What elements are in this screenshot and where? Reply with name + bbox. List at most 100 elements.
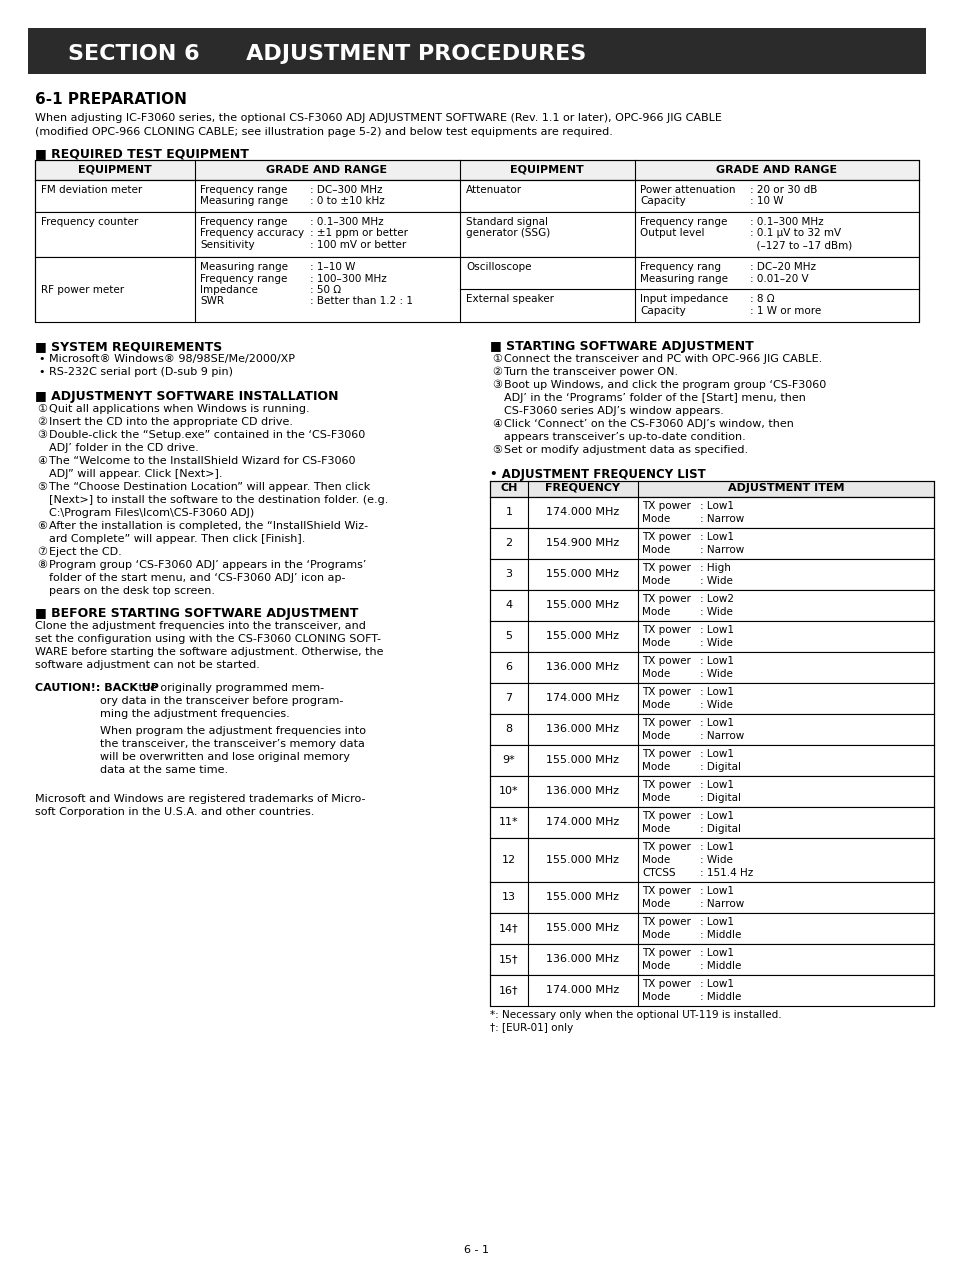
Bar [490, 806, 933, 838]
Text: the originally programmed mem-: the originally programmed mem- [135, 683, 324, 693]
Text: (modified OPC-966 CLONING CABLE; see illustration page 5-2) and below test equip: (modified OPC-966 CLONING CABLE; see ill… [35, 127, 612, 137]
Text: ory data in the transceiver before program-: ory data in the transceiver before progr… [100, 696, 343, 706]
Text: SWR: SWR [200, 296, 224, 307]
Text: : Digital: : Digital [700, 792, 740, 803]
Text: : Low1: : Low1 [700, 887, 733, 895]
Text: TX power: TX power [641, 625, 690, 635]
Text: EQUIPMENT: EQUIPMENT [78, 165, 152, 176]
Text: 11*: 11* [498, 817, 518, 827]
Text: Measuring range: Measuring range [200, 262, 288, 272]
Text: : 1 W or more: : 1 W or more [749, 305, 821, 315]
Text: : 100–300 MHz: : 100–300 MHz [310, 273, 386, 284]
Bar [35, 181, 918, 212]
Text: ⑥: ⑥ [37, 522, 47, 530]
Text: : 0.1–300 MHz: : 0.1–300 MHz [310, 218, 383, 226]
Text: 155.000 MHz: 155.000 MHz [546, 923, 618, 932]
Text: ③: ③ [492, 380, 501, 391]
Text: 6 - 1: 6 - 1 [464, 1245, 489, 1255]
Text: : Low2: : Low2 [700, 594, 733, 604]
Text: : 20 or 30 dB: : 20 or 30 dB [749, 184, 817, 195]
Text: Mode: Mode [641, 899, 670, 909]
Bar [490, 558, 933, 590]
Bar [490, 776, 933, 806]
Text: ④: ④ [492, 418, 501, 429]
Text: Input impedance: Input impedance [639, 294, 727, 304]
Text: 174.000 MHz: 174.000 MHz [546, 817, 619, 827]
Text: will be overwritten and lose original memory: will be overwritten and lose original me… [100, 752, 350, 762]
Text: data at the same time.: data at the same time. [100, 764, 228, 775]
Text: WARE before starting the software adjustment. Otherwise, the: WARE before starting the software adjust… [35, 647, 383, 658]
Text: : Low1: : Low1 [700, 749, 733, 759]
Text: CAUTION!: BACK UP: CAUTION!: BACK UP [35, 683, 159, 693]
Bar [35, 160, 918, 181]
Text: Frequency range: Frequency range [200, 184, 287, 195]
Text: : Low1: : Low1 [700, 917, 733, 927]
Text: The “Welcome to the InstallShield Wizard for CS-F3060: The “Welcome to the InstallShield Wizard… [49, 455, 355, 466]
Text: GRADE AND RANGE: GRADE AND RANGE [716, 165, 837, 176]
Text: ⑧: ⑧ [37, 560, 47, 570]
Text: generator (SSG): generator (SSG) [465, 229, 550, 239]
Text: ■ ADJUSTMENYT SOFTWARE INSTALLATION: ■ ADJUSTMENYT SOFTWARE INSTALLATION [35, 391, 338, 403]
Text: : 8 Ω: : 8 Ω [749, 294, 774, 304]
Text: : 0 to ±10 kHz: : 0 to ±10 kHz [310, 196, 384, 206]
Text: Mode: Mode [641, 669, 670, 679]
Text: folder of the start menu, and ‘CS-F3060 ADJ’ icon ap-: folder of the start menu, and ‘CS-F3060 … [49, 572, 345, 583]
Text: CH: CH [499, 483, 517, 494]
Text: TX power: TX power [641, 812, 690, 820]
Text: 6: 6 [505, 661, 512, 672]
Text: 7: 7 [505, 693, 512, 703]
Text: Mode: Mode [641, 514, 670, 524]
Text: Insert the CD into the appropriate CD drive.: Insert the CD into the appropriate CD dr… [49, 417, 293, 427]
Text: TX power: TX power [641, 563, 690, 572]
Text: 154.900 MHz: 154.900 MHz [546, 538, 619, 548]
Text: ADJUSTMENT ITEM: ADJUSTMENT ITEM [727, 483, 843, 494]
Text: TX power: TX power [641, 948, 690, 958]
Text: Impedance: Impedance [200, 285, 257, 295]
Text: : ±1 ppm or better: : ±1 ppm or better [310, 229, 408, 239]
Text: Mode: Mode [641, 792, 670, 803]
Text: 10*: 10* [498, 786, 518, 796]
Text: Frequency accuracy: Frequency accuracy [200, 229, 304, 239]
Bar [490, 714, 933, 745]
Text: appears transceiver’s up-to-date condition.: appears transceiver’s up-to-date conditi… [503, 432, 745, 441]
Text: Output level: Output level [639, 229, 703, 239]
Text: TX power: TX power [641, 594, 690, 604]
Text: • RS-232C serial port (D-sub 9 pin): • RS-232C serial port (D-sub 9 pin) [39, 368, 233, 377]
Text: : Low1: : Low1 [700, 501, 733, 511]
Text: : High: : High [700, 563, 730, 572]
Text: 174.000 MHz: 174.000 MHz [546, 985, 619, 995]
Text: 155.000 MHz: 155.000 MHz [546, 756, 618, 764]
Text: RF power meter: RF power meter [41, 285, 124, 295]
Bar [490, 913, 933, 944]
Text: Mode: Mode [641, 544, 670, 555]
Text: Mode: Mode [641, 576, 670, 586]
Text: : 0.01–20 V: : 0.01–20 V [749, 273, 808, 284]
Text: The “Choose Destination Location” will appear. Then click: The “Choose Destination Location” will a… [49, 482, 370, 492]
Text: CTCSS: CTCSS [641, 868, 675, 878]
Text: : Digital: : Digital [700, 824, 740, 834]
Text: : Wide: : Wide [700, 607, 732, 617]
Text: Program group ‘CS-F3060 ADJ’ appears in the ‘Programs’: Program group ‘CS-F3060 ADJ’ appears in … [49, 560, 366, 570]
Bar [490, 653, 933, 683]
Text: : Low1: : Low1 [700, 842, 733, 852]
Text: TX power: TX power [641, 917, 690, 927]
Text: 136.000 MHz: 136.000 MHz [546, 954, 618, 964]
Text: CS-F3060 series ADJ’s window appears.: CS-F3060 series ADJ’s window appears. [503, 406, 723, 416]
Text: : Wide: : Wide [700, 639, 732, 647]
Text: 1: 1 [505, 508, 512, 516]
Text: ⑦: ⑦ [37, 547, 47, 557]
Text: : Better than 1.2 : 1: : Better than 1.2 : 1 [310, 296, 413, 307]
Text: Mode: Mode [641, 824, 670, 834]
Text: : Low1: : Low1 [700, 687, 733, 697]
Text: : DC–20 MHz: : DC–20 MHz [749, 262, 815, 272]
Text: TX power: TX power [641, 656, 690, 667]
Text: ■ REQUIRED TEST EQUIPMENT: ■ REQUIRED TEST EQUIPMENT [35, 148, 249, 160]
Text: 155.000 MHz: 155.000 MHz [546, 600, 618, 611]
Text: Quit all applications when Windows is running.: Quit all applications when Windows is ru… [49, 404, 310, 413]
Text: Oscilloscope: Oscilloscope [465, 262, 531, 272]
Text: Frequency range: Frequency range [639, 218, 726, 226]
Text: 9*: 9* [502, 756, 515, 764]
Text: ②: ② [37, 417, 47, 427]
Text: : Low1: : Low1 [700, 780, 733, 790]
Text: : Wide: : Wide [700, 669, 732, 679]
